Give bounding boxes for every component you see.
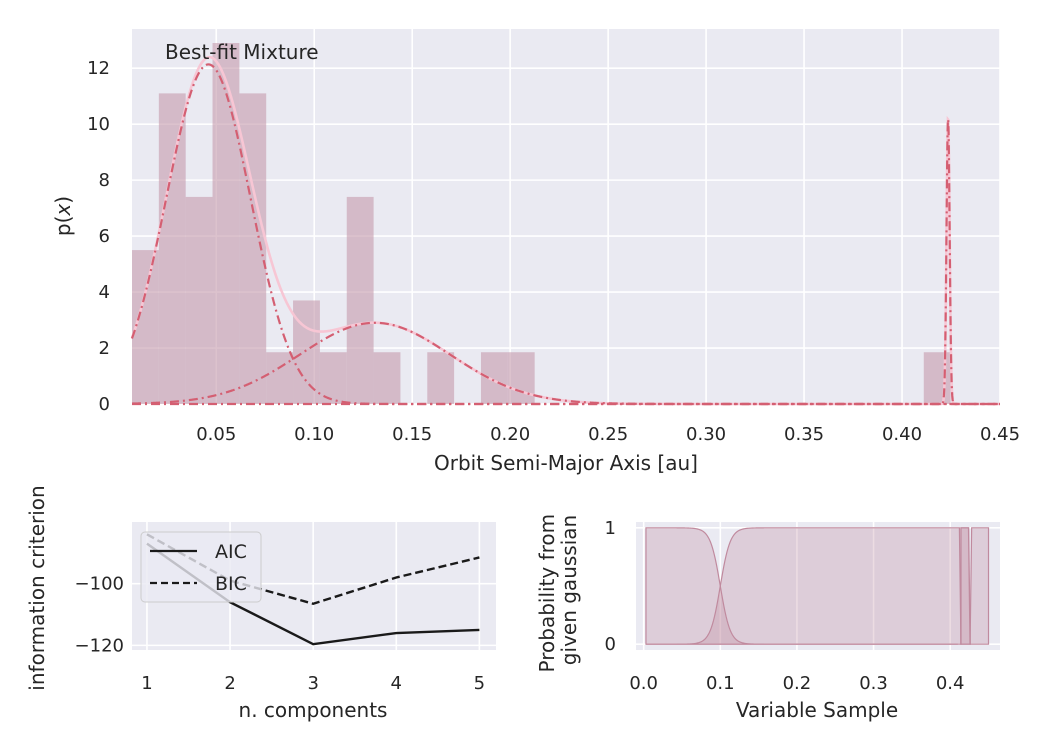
main-panel: 0.05 0.10 0.15 0.20 0.25 0.30 0.35 0.40 0.45 0 2 4… [51, 29, 1020, 475]
ic-x-tick-label: 4 [391, 673, 402, 694]
prob-area-component-2 [645, 527, 962, 645]
ic-y-axis-label: information criterion [25, 485, 49, 690]
histogram-bar [158, 93, 186, 405]
main-x-axis-label: Orbit Semi-Major Axis [au] [434, 451, 698, 475]
main-annotation: Best-fit Mixture [165, 40, 319, 64]
histogram-bar [212, 42, 240, 404]
main-x-tick-label: 0.15 [392, 424, 432, 445]
histogram-bar [507, 352, 535, 404]
prob-x-tick-label: 0.2 [783, 673, 812, 694]
main-x-tick-label: 0.05 [196, 424, 236, 445]
main-y-tick-label: 6 [99, 226, 110, 247]
component-curve [131, 321, 1000, 406]
prob-x-tick-label: 0.3 [859, 673, 888, 694]
prob-x-axis-label: Variable Sample [736, 698, 898, 722]
main-x-tick-label: 0.20 [490, 424, 530, 445]
ic-y-tick-labels: −100 −120 [75, 574, 124, 657]
prob-x-tick-label: 0.0 [629, 673, 658, 694]
prob-y-axis-label: Probability from given gaussian [535, 508, 581, 673]
histogram-bar [373, 352, 401, 404]
legend-aic-label: AIC [215, 541, 247, 563]
main-plot-background [132, 29, 1000, 404]
component-curve [132, 116, 1000, 406]
ic-x-tick-labels: 1 2 3 4 5 [141, 673, 485, 694]
ic-x-tick-label: 3 [307, 673, 318, 694]
main-y-tick-label: 0 [99, 394, 110, 415]
prob-panel: 0.0 0.1 0.2 0.3 0.4 01 Variable Sample Proba… [535, 508, 1000, 722]
histogram-bar [480, 352, 508, 404]
histogram-bar [266, 352, 294, 404]
prob-y-tick-label: 1 [605, 518, 616, 539]
legend-bic-label: BIC [215, 573, 247, 595]
ic-y-tick-label: −120 [75, 635, 124, 656]
ic-x-tick-label: 2 [224, 673, 235, 694]
main-x-tick-label: 0.45 [980, 424, 1020, 445]
y-label-close: ) [51, 196, 75, 204]
main-x-tick-label: 0.30 [686, 424, 726, 445]
prob-x-tick-label: 0.1 [706, 673, 735, 694]
main-y-axis-label: p(x) [51, 196, 75, 236]
ic-x-tick-label: 1 [141, 673, 152, 694]
main-x-tick-label: 0.25 [588, 424, 628, 445]
prob-y-tick-label: 0 [605, 634, 616, 655]
main-x-tick-labels: 0.05 0.10 0.15 0.20 0.25 0.30 0.35 0.40 0.45 [196, 424, 1020, 445]
histogram-bar [293, 300, 320, 404]
prob-x-tick-label: 0.4 [936, 673, 965, 694]
prob-y-label-line1: Probability from [535, 514, 559, 673]
prob-areas [645, 527, 990, 645]
ic-x-tick-label: 5 [474, 673, 485, 694]
prob-plot-background [636, 522, 1000, 650]
main-curves [130, 55, 1000, 406]
main-y-tick-label: 8 [99, 170, 110, 191]
main-y-tick-label: 10 [87, 114, 110, 135]
ic-panel: 1 2 3 4 5 −100 −120 n. components information… [25, 485, 496, 722]
ic-y-tick-label: −100 [75, 574, 124, 595]
main-y-tick-labels: 0 2 4 6 8 10 12 [87, 58, 110, 415]
histogram-bar [346, 196, 374, 404]
main-x-tick-label: 0.35 [784, 424, 824, 445]
prob-area-component-2-tail [969, 527, 990, 645]
main-x-tick-label: 0.10 [294, 424, 334, 445]
histogram-bar [923, 352, 951, 404]
histogram-bar [185, 196, 213, 404]
main-y-tick-label: 2 [99, 338, 110, 359]
legend-box [140, 531, 262, 603]
prob-y-tick-labels: 01 [605, 518, 616, 655]
main-x-tick-label: 0.40 [882, 424, 922, 445]
prob-x-tick-labels: 0.0 0.1 0.2 0.3 0.4 [629, 673, 964, 694]
histogram-bar [427, 352, 455, 404]
ic-legend: AIC BIC [140, 531, 262, 603]
main-y-tick-label: 12 [87, 58, 110, 79]
ic-x-axis-label: n. components [239, 698, 388, 722]
prob-area-component-3 [960, 527, 971, 645]
main-y-tick-label: 4 [99, 282, 110, 303]
prob-y-label-line2: given gaussian [557, 515, 581, 665]
y-label-x: x [51, 204, 75, 217]
y-label-p: p( [51, 216, 75, 237]
